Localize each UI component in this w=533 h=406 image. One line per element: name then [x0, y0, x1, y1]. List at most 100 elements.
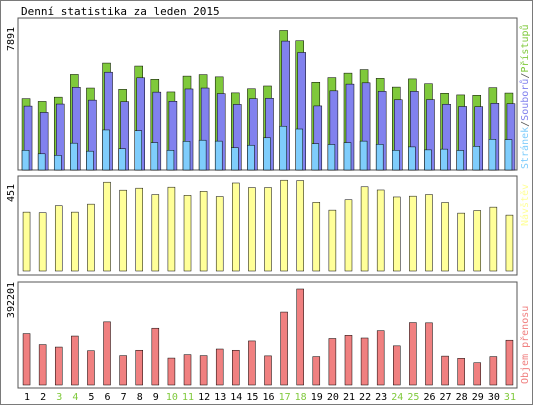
x-tick-label-day-23: 23 — [375, 392, 387, 403]
bar-objem-prenosu-day-19 — [312, 356, 321, 386]
bar-navstevy-day-4 — [71, 211, 79, 272]
legend-top-panel: Stránek/Souborů/Přístupů — [519, 24, 531, 169]
bar-str-nek-day-26 — [424, 149, 432, 171]
bar-navstevy-day-8 — [135, 187, 143, 272]
x-tick-label-day-29: 29 — [472, 392, 484, 403]
bar-str-nek-day-24 — [392, 150, 400, 171]
bar-str-nek-day-21 — [343, 142, 352, 171]
bar-objem-prenosu-day-12 — [199, 355, 208, 386]
bar-navstevy-day-9 — [151, 194, 160, 272]
x-tick-label-day-12: 12 — [198, 392, 210, 403]
bar-navstevy-day-18 — [296, 180, 304, 272]
x-tick-label-day-20: 20 — [327, 392, 339, 403]
x-tick-label-day-31: 31 — [504, 392, 516, 403]
bar-navstevy-day-13 — [215, 196, 224, 272]
legend-segment-3: / — [520, 73, 531, 79]
bar-str-nek-day-18 — [295, 128, 303, 171]
bar-navstevy-day-2 — [38, 212, 47, 272]
x-tick-label-day-15: 15 — [246, 392, 258, 403]
bar-str-nek-day-25 — [408, 146, 416, 171]
bar-str-nek-day-5 — [86, 150, 94, 171]
bar-navstevy-day-17 — [280, 179, 288, 272]
bar-objem-prenosu-day-25 — [409, 322, 417, 386]
x-tick-label-day-25: 25 — [407, 392, 419, 403]
x-tick-label-day-14: 14 — [230, 392, 242, 403]
bar-objem-prenosu-day-11 — [183, 354, 192, 386]
legend-segment-0: Stránek — [519, 127, 531, 169]
bar-navstevy-day-22 — [360, 186, 369, 272]
legend-segment-4: Přístupů — [519, 24, 531, 72]
bar-str-nek-day-19 — [311, 143, 320, 171]
bar-navstevy-day-29 — [473, 210, 482, 272]
bar-str-nek-day-29 — [472, 146, 481, 171]
bar-str-nek-day-27 — [440, 148, 448, 171]
x-tick-label-day-21: 21 — [343, 392, 355, 403]
bar-navstevy-day-20 — [328, 209, 337, 272]
bar-objem-prenosu-day-14 — [232, 349, 240, 386]
bar-objem-prenosu-day-1 — [22, 333, 31, 386]
bar-navstevy-day-28 — [457, 212, 465, 272]
bar-str-nek-day-8 — [134, 130, 142, 171]
bar-objem-prenosu-day-18 — [296, 288, 304, 386]
bar-objem-prenosu-day-4 — [71, 335, 79, 386]
bar-str-nek-day-16 — [263, 137, 271, 171]
legend-bottom-panel: Objem přenosu — [519, 306, 531, 384]
bar-navstevy-day-19 — [312, 202, 321, 272]
x-tick-label-day-6: 6 — [105, 392, 111, 403]
bar-str-nek-day-10 — [166, 150, 175, 171]
bar-str-nek-day-12 — [198, 139, 207, 171]
x-tick-label-day-10: 10 — [166, 392, 178, 403]
bar-navstevy-day-3 — [54, 205, 63, 272]
x-tick-label-day-11: 11 — [182, 392, 194, 403]
legend-middle-panel: Návštěv — [519, 184, 531, 226]
bar-str-nek-day-9 — [150, 142, 159, 171]
bar-objem-prenosu-day-16 — [264, 355, 272, 386]
bar-str-nek-day-20 — [327, 144, 336, 171]
bar-objem-prenosu-day-31 — [505, 339, 514, 386]
chart-title: Denní statistika za leden 2015 — [21, 5, 220, 18]
x-tick-label-day-22: 22 — [359, 392, 371, 403]
x-tick-label-day-19: 19 — [311, 392, 323, 403]
bar-str-nek-day-28 — [456, 150, 464, 171]
bar-objem-prenosu-day-3 — [54, 346, 63, 386]
x-tick-label-day-13: 13 — [214, 392, 226, 403]
bar-navstevy-day-5 — [87, 203, 95, 272]
x-tick-label-day-18: 18 — [295, 392, 307, 403]
bar-str-nek-day-22 — [359, 140, 368, 171]
bar-str-nek-day-3 — [53, 155, 62, 171]
x-tick-label-day-30: 30 — [488, 392, 500, 403]
bar-navstevy-day-26 — [425, 194, 433, 272]
x-tick-label-day-28: 28 — [456, 392, 468, 403]
bar-objem-prenosu-day-24 — [393, 345, 401, 386]
bar-objem-prenosu-day-20 — [328, 338, 337, 386]
x-tick-label-day-2: 2 — [40, 392, 46, 403]
bar-objem-prenosu-day-17 — [280, 311, 288, 386]
bar-navstevy-day-14 — [232, 182, 240, 272]
x-tick-label-day-1: 1 — [24, 392, 30, 403]
x-tick-label-day-16: 16 — [262, 392, 274, 403]
bar-str-nek-day-15 — [247, 144, 255, 171]
bar-objem-prenosu-day-23 — [376, 330, 385, 386]
bar-objem-prenosu-day-21 — [344, 335, 353, 386]
bar-objem-prenosu-day-29 — [473, 362, 482, 386]
bar-objem-prenosu-day-9 — [151, 327, 160, 386]
bar-objem-prenosu-day-28 — [457, 358, 465, 386]
bar-str-nek-day-6 — [102, 129, 110, 171]
bar-navstevy-day-27 — [441, 202, 449, 272]
bar-str-nek-day-14 — [231, 147, 239, 171]
y-max-label-top: 7891 — [6, 27, 17, 51]
bar-objem-prenosu-day-2 — [38, 344, 47, 386]
bar-objem-prenosu-day-15 — [248, 340, 256, 386]
bar-navstevy-day-21 — [344, 199, 353, 272]
bar-navstevy-day-16 — [264, 187, 272, 272]
x-tick-label-day-26: 26 — [423, 392, 435, 403]
bar-navstevy-day-25 — [409, 195, 417, 272]
bar-objem-prenosu-day-7 — [119, 355, 127, 386]
bar-objem-prenosu-day-5 — [87, 350, 95, 386]
bar-navstevy-day-11 — [183, 195, 192, 272]
bar-str-nek-day-11 — [182, 141, 191, 171]
x-tick-label-day-9: 9 — [153, 392, 159, 403]
bar-objem-prenosu-day-6 — [103, 321, 111, 386]
bar-str-nek-day-2 — [37, 153, 46, 171]
